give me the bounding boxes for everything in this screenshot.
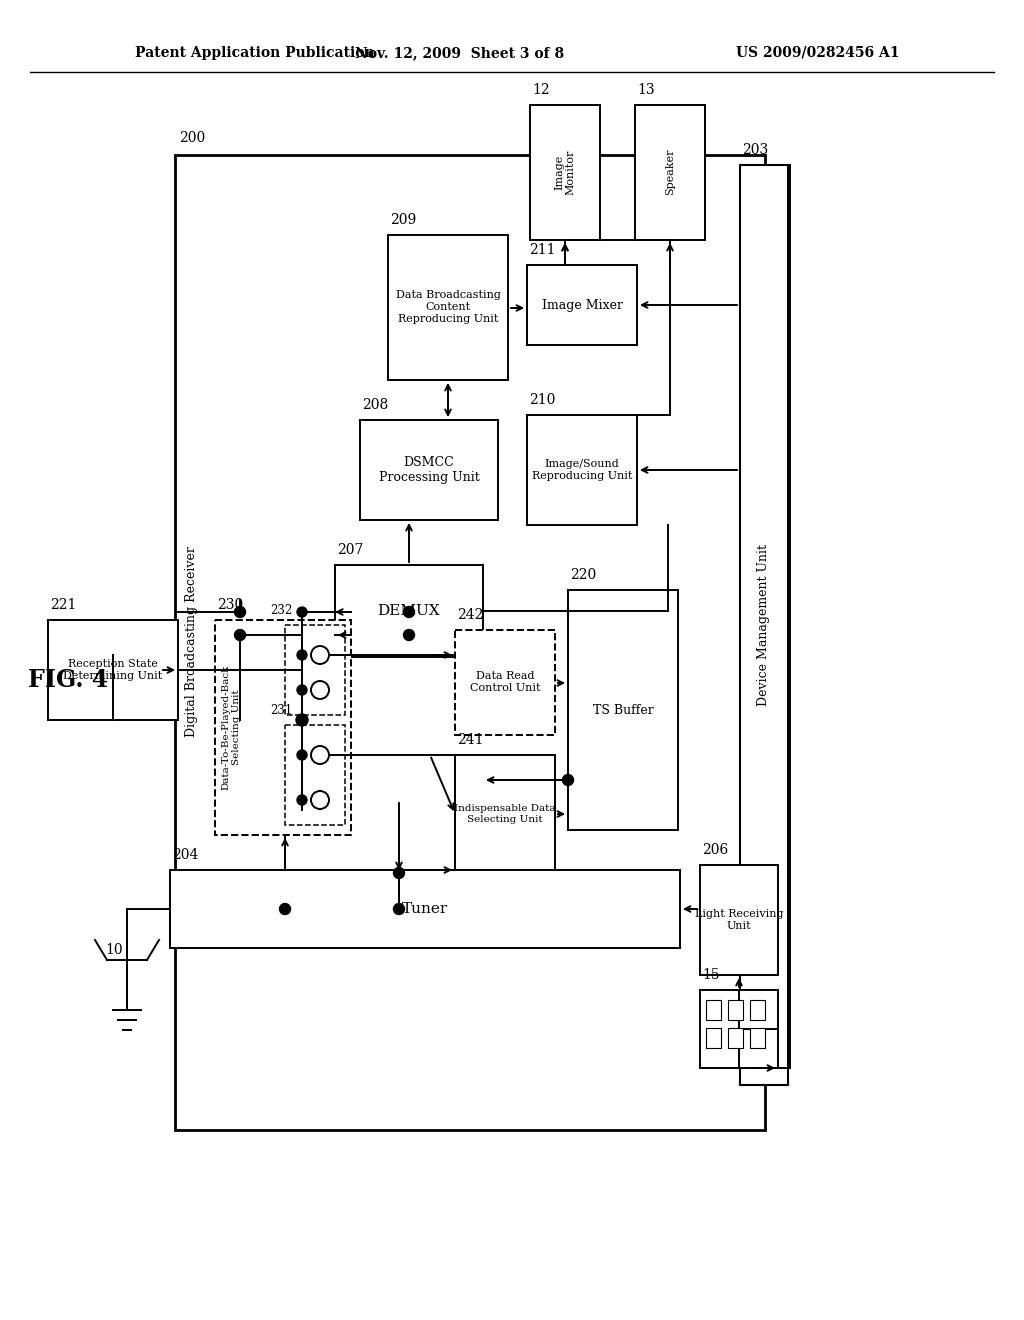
Circle shape [311,681,329,700]
Text: Nov. 12, 2009  Sheet 3 of 8: Nov. 12, 2009 Sheet 3 of 8 [355,46,564,59]
Circle shape [297,795,307,805]
Bar [285,725,345,825]
Bar [455,630,555,735]
Circle shape [393,867,404,879]
Circle shape [296,714,308,726]
Bar [750,1001,765,1020]
Bar [335,565,483,657]
Text: 207: 207 [337,543,364,557]
Circle shape [234,630,246,640]
Circle shape [403,606,415,618]
Text: 13: 13 [637,83,654,96]
Text: DSMCC
Processing Unit: DSMCC Processing Unit [379,455,479,484]
Circle shape [297,607,307,616]
Text: Data Broadcasting
Content
Reproducing Unit: Data Broadcasting Content Reproducing Un… [395,290,501,323]
Bar [48,620,178,719]
Bar [215,620,351,836]
Circle shape [297,649,307,660]
Text: TS Buffer: TS Buffer [593,704,653,717]
Text: 208: 208 [362,399,388,412]
Text: 232: 232 [270,605,292,616]
Text: Reception State
Determining Unit: Reception State Determining Unit [63,659,163,681]
Bar [285,624,345,715]
Text: 200: 200 [179,131,205,145]
Text: FIG. 4: FIG. 4 [28,668,109,692]
Text: 204: 204 [172,847,199,862]
Text: Data-To-Be-Played-Back
Selecting Unit: Data-To-Be-Played-Back Selecting Unit [221,664,241,789]
Text: Image Mixer: Image Mixer [542,298,623,312]
Bar [700,990,778,1068]
Bar [700,865,778,975]
Text: Light Receiving
Unit: Light Receiving Unit [694,909,783,931]
Text: Device Management Unit: Device Management Unit [758,544,770,706]
Text: 231: 231 [270,704,292,717]
Text: 211: 211 [529,243,555,257]
Text: Tuner: Tuner [401,902,449,916]
Circle shape [403,630,415,640]
Text: 209: 209 [390,213,416,227]
Bar [568,590,678,830]
Bar [527,265,637,345]
Bar [750,1028,765,1048]
Circle shape [297,685,307,696]
Text: 12: 12 [532,83,550,96]
Bar [527,414,637,525]
Bar [455,755,555,873]
Bar [388,235,508,380]
Bar [740,165,788,1085]
Text: 206: 206 [702,843,728,857]
Text: 220: 220 [570,568,596,582]
Text: Data Read
Control Unit: Data Read Control Unit [470,671,541,693]
Text: 230: 230 [217,598,244,612]
Circle shape [311,791,329,809]
Bar [635,106,705,240]
Text: Image/Sound
Reproducing Unit: Image/Sound Reproducing Unit [531,459,632,480]
Text: Digital Broadcasting Receiver: Digital Broadcasting Receiver [184,546,198,738]
Bar [175,154,765,1130]
Text: Indispensable Data
Selecting Unit: Indispensable Data Selecting Unit [455,804,556,824]
Bar [360,420,498,520]
Circle shape [393,903,404,915]
Text: US 2009/0282456 A1: US 2009/0282456 A1 [736,46,900,59]
Text: DEMUX: DEMUX [378,605,440,618]
Text: Image
Monitor: Image Monitor [554,149,575,194]
Text: 221: 221 [50,598,77,612]
Text: 210: 210 [529,393,555,407]
Circle shape [562,775,573,785]
Circle shape [297,750,307,760]
Circle shape [280,903,291,915]
Text: 241: 241 [457,733,483,747]
Text: 242: 242 [457,609,483,622]
Text: 15: 15 [702,968,720,982]
Bar [170,870,680,948]
Text: Patent Application Publication: Patent Application Publication [135,46,375,59]
Text: 10: 10 [105,942,123,957]
Bar [706,1028,721,1048]
Text: 203: 203 [742,143,768,157]
Bar [706,1001,721,1020]
Circle shape [311,746,329,764]
Circle shape [234,606,246,618]
Bar [530,106,600,240]
Circle shape [311,645,329,664]
Bar [728,1028,743,1048]
Text: Speaker: Speaker [665,149,675,195]
Bar [728,1001,743,1020]
